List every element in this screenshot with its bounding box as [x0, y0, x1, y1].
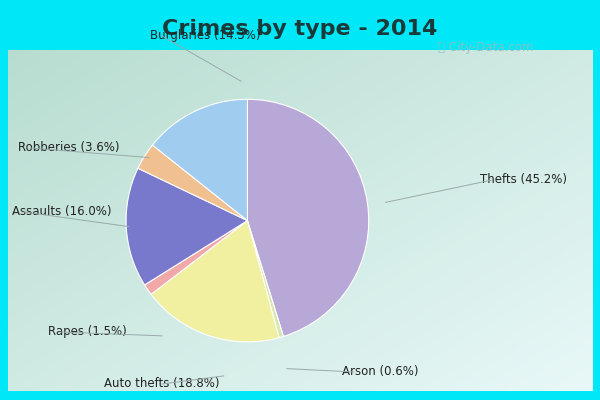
Wedge shape — [138, 145, 247, 221]
Wedge shape — [247, 221, 283, 338]
Text: Burglaries (14.3%): Burglaries (14.3%) — [150, 30, 260, 42]
Wedge shape — [247, 99, 369, 336]
Text: ⓘ City-Data.com: ⓘ City-Data.com — [438, 42, 533, 54]
Wedge shape — [126, 168, 247, 285]
Text: Thefts (45.2%): Thefts (45.2%) — [480, 174, 567, 186]
Text: Rapes (1.5%): Rapes (1.5%) — [48, 326, 127, 338]
Text: Crimes by type - 2014: Crimes by type - 2014 — [163, 19, 437, 39]
Text: Arson (0.6%): Arson (0.6%) — [342, 366, 418, 378]
Text: Assaults (16.0%): Assaults (16.0%) — [12, 206, 112, 218]
Wedge shape — [145, 221, 247, 294]
Text: Auto thefts (18.8%): Auto thefts (18.8%) — [104, 378, 220, 390]
Wedge shape — [151, 221, 279, 342]
Wedge shape — [152, 99, 247, 221]
Text: Robberies (3.6%): Robberies (3.6%) — [18, 142, 119, 154]
